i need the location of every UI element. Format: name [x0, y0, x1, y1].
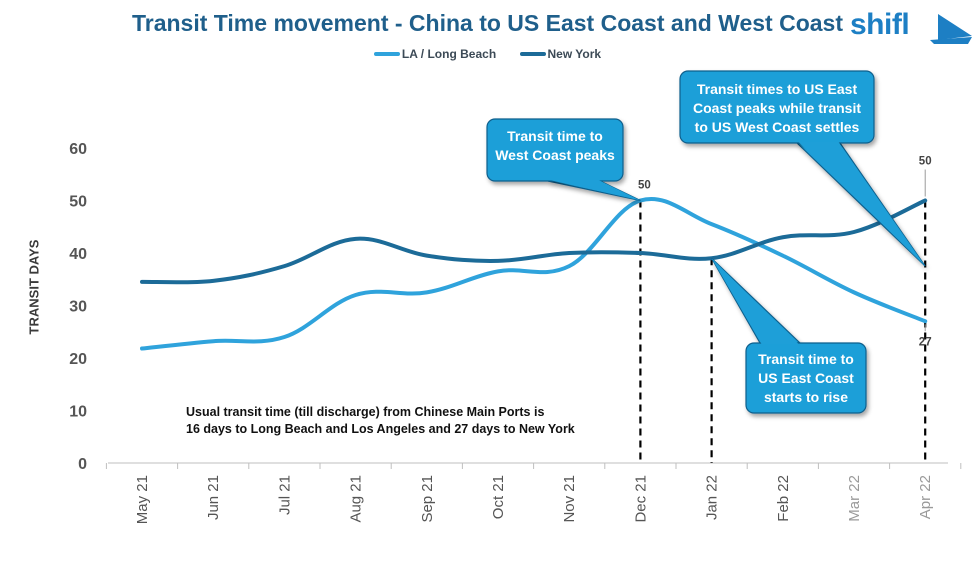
x-tick-label: Oct 21: [490, 475, 507, 519]
x-tick-label: Apr 22: [917, 475, 934, 519]
callout-east-peaks-pointer: [797, 143, 925, 266]
x-tick-label: May 21: [134, 475, 151, 524]
y-tick-label: 30: [69, 299, 87, 316]
x-tick-label: Jun 21: [205, 475, 222, 520]
y-axis-label: TRANSIT DAYS: [27, 240, 42, 335]
x-tick-label: Nov 21: [561, 475, 578, 523]
y-tick-label: 0: [78, 456, 87, 473]
usual-transit-note: Usual transit time (till discharge) from…: [186, 404, 606, 438]
y-tick-label: 40: [69, 246, 87, 263]
y-tick-label: 60: [69, 141, 87, 158]
legend-swatch-ny: [520, 52, 546, 56]
x-tick-label: Aug 21: [348, 475, 365, 523]
legend-label-la: LA / Long Beach: [402, 47, 496, 61]
callout-west-peaks-text: Transit time to West Coast peaks: [487, 127, 623, 165]
legend-item-la: LA / Long Beach: [374, 47, 496, 61]
x-tick-label: Feb 22: [775, 475, 792, 522]
x-tick-label: Mar 22: [846, 475, 863, 522]
x-tick-label: Jan 22: [704, 475, 721, 520]
callout-east-rise-text: Transit time to US East Coast starts to …: [747, 350, 865, 407]
shifl-logo: shifl: [850, 6, 975, 46]
y-tick-label: 20: [69, 351, 87, 368]
chart-title: Transit Time movement - China to US East…: [0, 10, 975, 37]
sail-icon: [930, 10, 974, 44]
data-label: 50: [919, 156, 932, 168]
legend-item-ny: New York: [520, 47, 602, 61]
logo-text: shifl: [850, 8, 909, 42]
legend: LA / Long Beach New York: [0, 45, 975, 61]
legend-label-ny: New York: [548, 47, 602, 61]
x-tick-label: Sep 21: [419, 475, 436, 523]
legend-swatch-la: [374, 52, 400, 56]
y-tick-label: 10: [69, 404, 87, 421]
x-tick-label: Dec 21: [632, 475, 649, 523]
data-label: 50: [638, 180, 651, 192]
callout-east-peaks-text: Transit times to US East Coast peaks whi…: [681, 80, 873, 137]
y-tick-label: 50: [69, 194, 87, 211]
data-label: 27: [919, 336, 932, 348]
x-tick-label: Jul 21: [276, 475, 293, 515]
